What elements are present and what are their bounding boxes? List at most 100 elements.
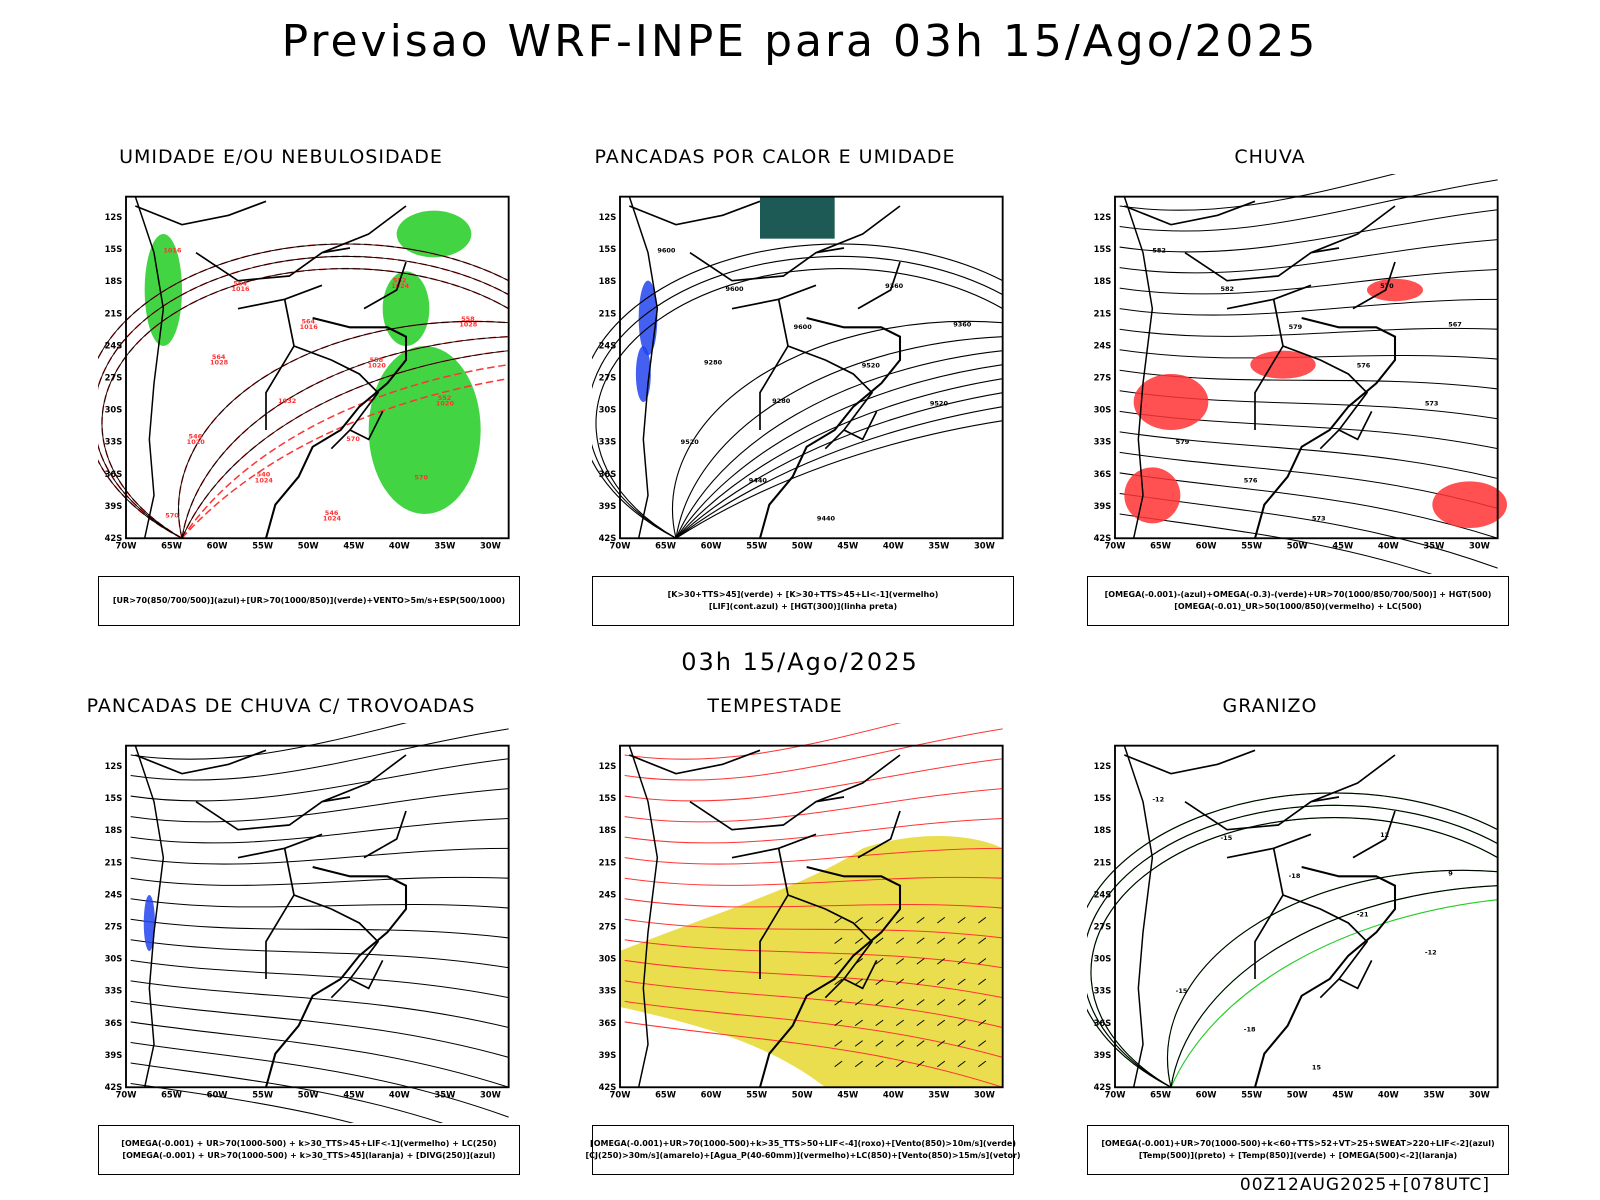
humidity-area-green (396, 210, 472, 258)
contour-label: 570 (346, 435, 360, 443)
temp500-contour (1087, 792, 1498, 1088)
plot-background (1115, 745, 1498, 1088)
lat-tick-label: 36S (105, 469, 123, 479)
plot-area: 1016 1016 1016 1020 1020 1020 1024 1024 1024 1028… (98, 195, 510, 540)
country-borders (629, 749, 901, 999)
lat-tick-label: 39S (1094, 501, 1112, 511)
humidity-area-green (382, 271, 430, 346)
lat-tick-label: 18S (599, 276, 617, 286)
contour-label: 1024 (391, 282, 410, 290)
lat-tick-label: 15S (1094, 244, 1112, 254)
wind-vector (834, 937, 843, 944)
lif-contour-area (638, 280, 658, 356)
country-borders (1124, 749, 1396, 999)
contour-label: 576 (1357, 361, 1371, 369)
wind-vector (834, 1060, 843, 1068)
lat-tick-label: 27S (1094, 922, 1112, 932)
lat-tick-label: 12S (105, 212, 123, 222)
plot-area: -12 -15 -18 -21 -12 -15 -18 15 12 9 (1087, 744, 1499, 1089)
wind-vector (834, 978, 843, 985)
contour-label: -12 (1152, 796, 1164, 804)
streamline-red (624, 847, 1003, 865)
streamline (130, 1083, 355, 1123)
lat-tick-label: 24S (599, 340, 617, 350)
wind-vector (957, 1060, 966, 1068)
coastline-west (134, 196, 165, 539)
streamline-red (624, 898, 1003, 909)
wind-vector (957, 999, 966, 1006)
legend-line: [OMEGA(-0.001)+UR>70(1000-500)+k<60+TTS>… (1101, 1139, 1495, 1148)
lon-tick-label: 60W (701, 541, 722, 551)
lon-tick-label: 50W (298, 541, 319, 551)
wind-vector (978, 999, 987, 1006)
lon-tick-label: 50W (298, 1090, 319, 1100)
lon-tick-label: 65W (655, 1090, 676, 1100)
lon-tick-label: 30W (480, 1090, 501, 1100)
streamline (130, 939, 509, 969)
contour-label: 564 (233, 279, 247, 287)
convective-area-teal (760, 196, 835, 239)
hgt300-contour (675, 336, 1003, 539)
lon-tick-label: 50W (1287, 1090, 1308, 1100)
country-borders (135, 749, 407, 999)
lon-tick-label: 35W (434, 541, 455, 551)
lat-tick-label: 24S (1094, 340, 1112, 350)
hgt300-contour (592, 243, 1003, 539)
lon-tick-label: 50W (792, 541, 813, 551)
coastline-west (1123, 196, 1154, 539)
contour-label: 1024 (323, 515, 342, 523)
contour-label: 9600 (725, 285, 744, 293)
hgt300-contour (595, 268, 1003, 539)
lon-tick-label: 65W (1150, 541, 1171, 551)
lat-tick-label: 42S (1094, 533, 1112, 543)
wind-vector (937, 1040, 946, 1047)
lat-tick-label: 27S (599, 373, 617, 383)
country-borders (629, 200, 901, 450)
hgt300-contour (675, 406, 1003, 539)
lat-tick-label: 33S (105, 986, 123, 996)
streamline (130, 980, 509, 1029)
pressure-contour (98, 243, 509, 539)
wind-vector (916, 1060, 925, 1068)
contour-label: 9280 (704, 359, 723, 367)
lon-tick-label: 55W (746, 541, 767, 551)
wind-vector (916, 978, 925, 985)
lon-tick-label: 45W (1332, 1090, 1353, 1100)
wind-vector (875, 937, 884, 944)
wind-vector (854, 1019, 863, 1027)
contour-label: -18 (1244, 1025, 1256, 1033)
wind-vector (875, 958, 884, 965)
panel-chuva: CHUVA 582 582 579 576 573 579 576 573 570 567 12S 1… (1045, 146, 1515, 646)
lat-tick-label: 27S (105, 373, 123, 383)
lon-tick-label: 70W (1105, 541, 1126, 551)
panel-legend: [OMEGA(-0.001)+UR>70(1000-500)+k>35_TTS>… (585, 1125, 1021, 1175)
contour-label: 570 (414, 473, 428, 481)
wind-vector (916, 937, 925, 944)
contour-label: 9520 (930, 400, 949, 408)
wind-vector (978, 937, 987, 944)
country-borders (135, 200, 407, 450)
lon-tick-label: 50W (1287, 541, 1308, 551)
contour-label: 570 (165, 512, 179, 520)
panel-legend: [OMEGA(-0.001)+UR>70(1000-500)+k<60+TTS>… (1087, 1125, 1509, 1175)
lon-tick-label: 70W (610, 541, 631, 551)
lat-tick-label: 27S (105, 922, 123, 932)
lat-tick-label: 15S (105, 793, 123, 803)
contour-label: 567 (1448, 320, 1462, 328)
lat-tick-label: 30S (105, 954, 123, 964)
pressure-contour (98, 255, 509, 539)
coastline (1254, 866, 1397, 1088)
contour-label: 564 (301, 318, 315, 326)
lat-tick-label: 36S (105, 1018, 123, 1028)
contour-label: 9280 (772, 397, 791, 405)
legend-line: [Temp(500)](preto) + [Temp(850)](verde) … (1138, 1151, 1458, 1160)
lat-tick-label: 18S (1094, 276, 1112, 286)
lat-tick-label: 33S (105, 437, 123, 447)
lat-tick-label: 39S (1094, 1050, 1112, 1060)
rain-area-red (1432, 481, 1507, 528)
lat-tick-label: 39S (105, 501, 123, 511)
panel-pancadas-calor: PANCADAS POR CALOR E UMIDADE 9600 9600 960… (550, 146, 1020, 646)
streamline (1119, 327, 1498, 337)
lon-tick-label: 65W (655, 541, 676, 551)
coastline (759, 317, 902, 539)
